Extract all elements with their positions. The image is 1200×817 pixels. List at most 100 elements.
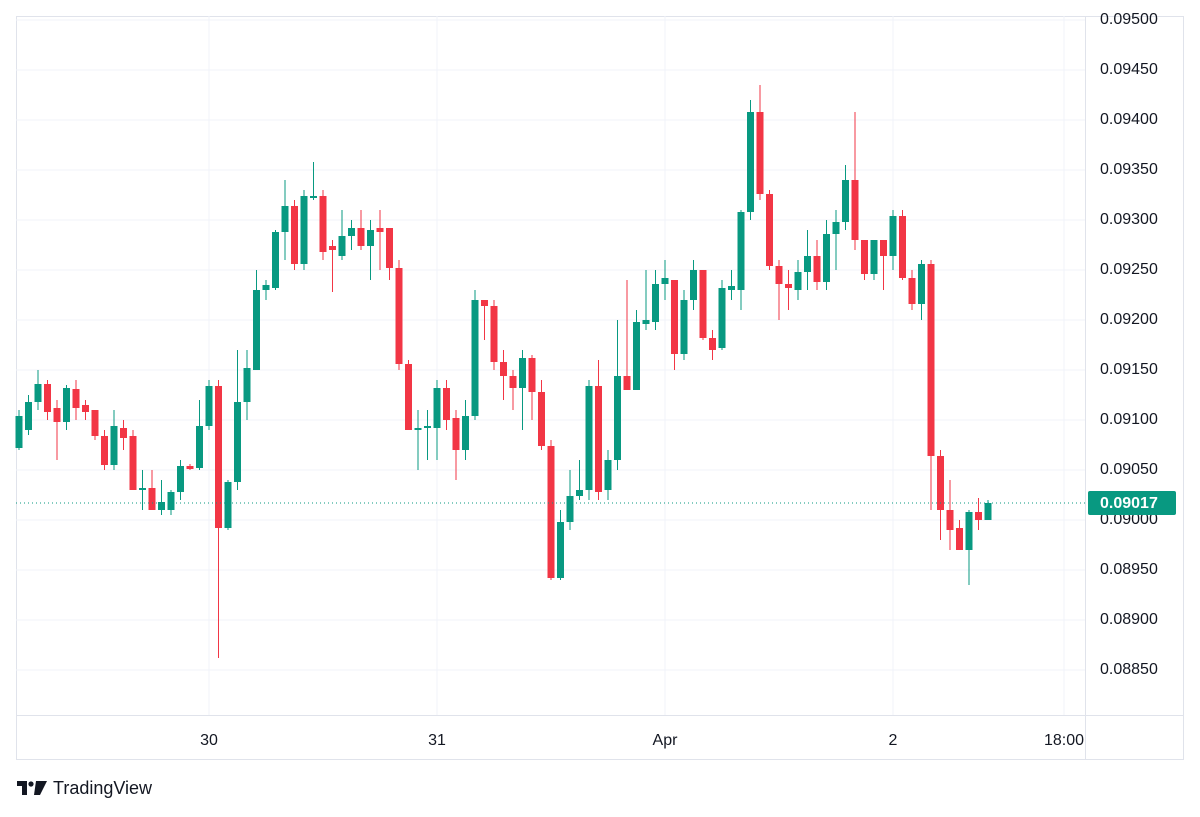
candle-body xyxy=(823,234,830,282)
candle-body xyxy=(927,264,935,456)
candle-body xyxy=(804,256,811,272)
candle-body xyxy=(386,228,393,268)
candle-body xyxy=(690,270,697,300)
brand-name: TradingView xyxy=(53,778,153,798)
candle-body xyxy=(490,306,498,362)
candle-body xyxy=(357,228,365,246)
candle-body xyxy=(718,288,726,348)
candle-body xyxy=(253,290,260,370)
last-price-badge xyxy=(1088,491,1176,515)
candle-body xyxy=(889,216,897,256)
candle-body xyxy=(652,284,659,322)
candle-body xyxy=(756,112,764,194)
candle-body xyxy=(243,368,251,402)
candle-body xyxy=(965,512,973,550)
candle-body xyxy=(908,278,916,304)
candle-body xyxy=(300,196,308,264)
candle-body xyxy=(576,490,583,496)
candle-body xyxy=(424,426,431,428)
logo-shape xyxy=(34,781,47,795)
candle-body xyxy=(519,358,526,388)
candle-body xyxy=(281,206,289,232)
candle-body xyxy=(737,212,745,290)
candle-body xyxy=(414,428,422,430)
candle-body xyxy=(272,232,279,288)
last-price-label: 0.09017 xyxy=(1100,495,1158,512)
y-tick-label: 0.09450 xyxy=(1100,61,1158,78)
y-tick-label: 0.09500 xyxy=(1100,11,1158,28)
candle-body xyxy=(63,388,70,422)
candle-body xyxy=(709,338,716,350)
candle-body xyxy=(728,286,735,290)
candle-body xyxy=(395,268,403,364)
brand-logo xyxy=(17,781,47,795)
logo-dot xyxy=(28,781,34,787)
candle-body xyxy=(680,300,688,354)
candle-body xyxy=(500,362,507,376)
axes: 0.08850 0.08900 0.08950 0.09000 0.09050 0.091… xyxy=(16,11,1176,749)
candle-body xyxy=(72,389,80,408)
candle-body xyxy=(547,446,555,578)
candle-body xyxy=(566,496,574,522)
candle-body xyxy=(310,196,317,198)
candle-body xyxy=(832,222,840,234)
candle-body xyxy=(813,256,821,282)
candle-body xyxy=(481,300,488,306)
y-tick-label: 0.09100 xyxy=(1100,411,1158,428)
candle-body xyxy=(376,228,384,232)
candle-body xyxy=(614,376,621,460)
candle-body xyxy=(880,240,887,256)
logo-shape xyxy=(17,781,27,795)
x-tick-label: 30 xyxy=(200,732,218,749)
candle-body xyxy=(433,388,441,428)
candle-body xyxy=(158,502,165,510)
candle-body xyxy=(851,180,859,240)
candle-body xyxy=(785,284,792,288)
candle-body xyxy=(405,364,412,430)
candle-body xyxy=(319,196,327,252)
x-tick-label: Apr xyxy=(653,732,679,749)
y-tick-label: 0.08950 xyxy=(1100,561,1158,578)
candle-body xyxy=(110,426,118,465)
candle-body xyxy=(975,512,982,520)
candle-body xyxy=(623,376,631,390)
candle-body xyxy=(842,180,849,222)
candle-body xyxy=(167,492,175,510)
candle-body xyxy=(861,240,868,274)
candle-body xyxy=(642,320,650,324)
y-tick-label: 0.09150 xyxy=(1100,361,1158,378)
candle-body xyxy=(699,270,707,338)
candle-body xyxy=(215,386,222,528)
x-tick-label: 2 xyxy=(889,732,898,749)
y-tick-label: 0.09300 xyxy=(1100,211,1158,228)
candle-body xyxy=(452,418,460,450)
candle-body xyxy=(196,426,203,468)
candle-body xyxy=(205,386,213,426)
candle-body xyxy=(766,194,773,266)
candle-body xyxy=(329,246,336,250)
y-tick-label: 0.09250 xyxy=(1100,261,1158,278)
candle-body xyxy=(956,528,963,550)
candle-body xyxy=(671,280,678,354)
candle-body xyxy=(899,216,906,278)
candle-body xyxy=(661,278,669,284)
candle-body xyxy=(367,230,374,246)
candle-body xyxy=(918,264,925,304)
candle-body xyxy=(538,392,545,446)
candle-body xyxy=(291,206,298,264)
candle-body xyxy=(747,112,754,212)
candle-body xyxy=(139,488,146,490)
candle-body xyxy=(984,503,992,520)
candle-body xyxy=(528,358,536,392)
candle-body xyxy=(262,285,270,290)
y-tick-label: 0.09400 xyxy=(1100,111,1158,128)
candle-body xyxy=(82,405,89,412)
candle-body xyxy=(338,236,346,256)
candle-body xyxy=(794,272,802,290)
candle-body xyxy=(129,436,137,490)
candle-body xyxy=(509,376,517,388)
candle-body xyxy=(224,482,232,528)
candle-body xyxy=(633,322,640,390)
